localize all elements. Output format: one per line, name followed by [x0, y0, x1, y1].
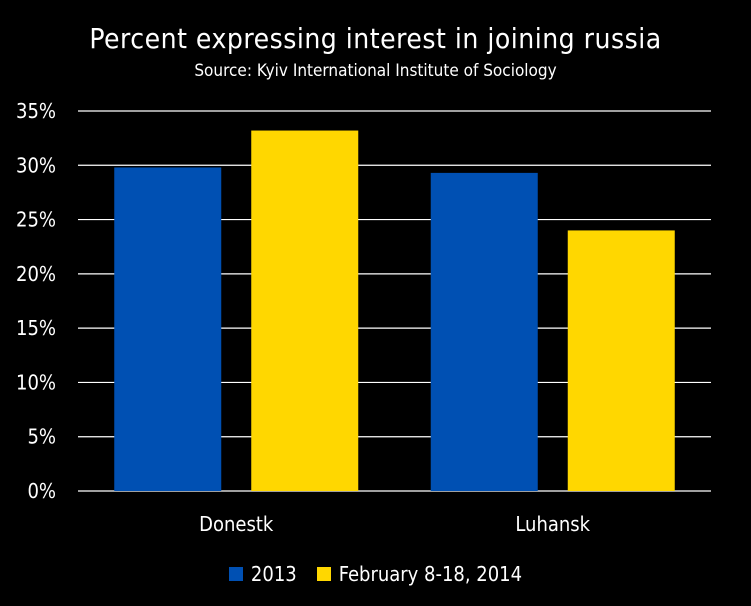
bar-luhansk-0	[430, 172, 538, 491]
x-tick-label: Luhansk	[515, 512, 590, 536]
legend-item-2014: February 8-18, 2014	[316, 562, 523, 586]
legend: 2013 February 8-18, 2014	[0, 562, 751, 586]
y-tick-label: 5%	[27, 425, 56, 449]
y-tick-label: 20%	[16, 262, 56, 286]
bar-luhansk-1	[567, 230, 675, 491]
bar-donestk-0	[114, 167, 222, 491]
bar-donestk-1	[251, 130, 359, 492]
x-tick-label: Donestk	[199, 512, 274, 536]
chart-title: Percent expressing interest in joining r…	[89, 22, 662, 55]
legend-label-2013: 2013	[250, 562, 297, 586]
legend-swatch-2013	[228, 567, 243, 581]
y-tick-label: 30%	[16, 153, 56, 177]
legend-item-2013: 2013	[228, 562, 297, 586]
y-tick-label: 25%	[16, 208, 56, 232]
y-tick-label: 15%	[16, 316, 56, 340]
chart-subtitle: Source: Kyiv International Institute of …	[194, 61, 557, 81]
y-tick-label: 35%	[16, 99, 56, 123]
y-tick-label: 0%	[27, 479, 56, 503]
legend-swatch-2014	[316, 567, 331, 581]
legend-label-2014: February 8-18, 2014	[338, 562, 523, 586]
y-tick-label: 10%	[16, 370, 56, 394]
